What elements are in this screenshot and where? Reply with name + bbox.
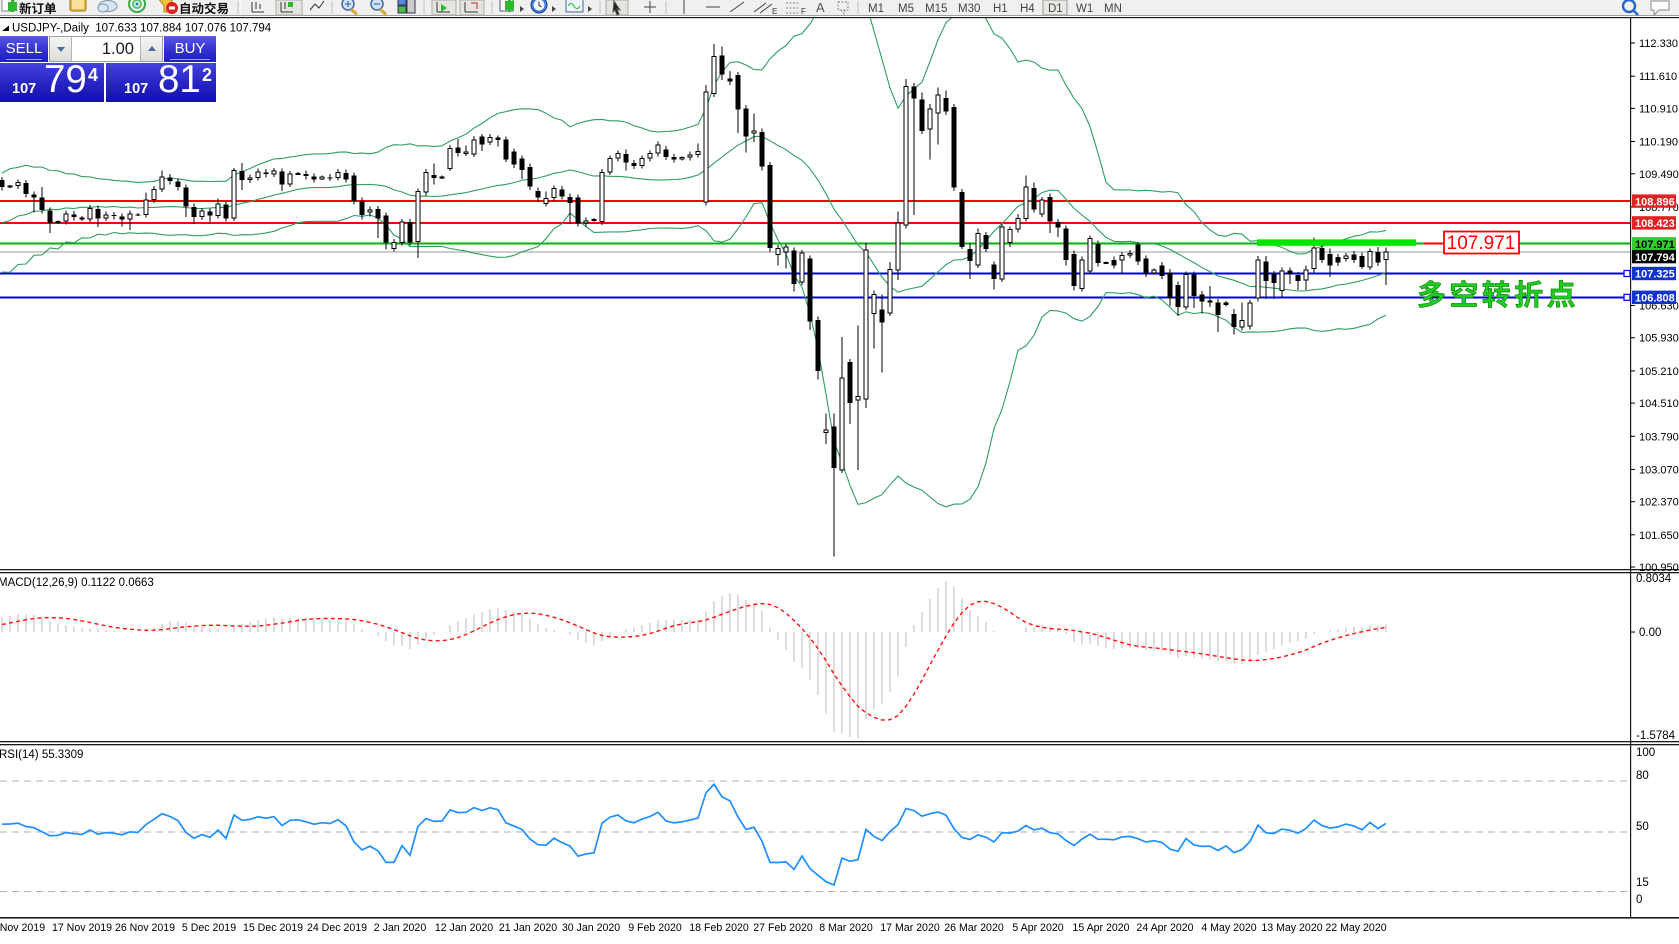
svg-text:24 Dec 2019: 24 Dec 2019 [307, 922, 367, 934]
svg-text:22 May 2020: 22 May 2020 [1325, 922, 1386, 934]
svg-text:RSI(14) 55.3309: RSI(14) 55.3309 [0, 749, 83, 761]
svg-text:27 Feb 2020: 27 Feb 2020 [753, 922, 813, 934]
svg-text:50: 50 [1636, 821, 1649, 833]
svg-text:21 Jan 2020: 21 Jan 2020 [499, 922, 557, 934]
svg-text:5 Dec 2019: 5 Dec 2019 [182, 922, 236, 934]
svg-text:17 Nov 2019: 17 Nov 2019 [52, 922, 112, 934]
svg-text:107.971: 107.971 [1447, 233, 1516, 254]
svg-text:F: F [801, 7, 806, 16]
svg-text:108.896: 108.896 [1635, 196, 1675, 208]
svg-text:112.330: 112.330 [1639, 38, 1678, 50]
svg-text:MN: MN [1104, 3, 1122, 15]
svg-text:M15: M15 [925, 3, 947, 15]
svg-text:MACD(12,26,9) 0.1122 0.0663: MACD(12,26,9) 0.1122 0.0663 [0, 577, 154, 589]
svg-text:13 May 2020: 13 May 2020 [1261, 922, 1322, 934]
svg-text:109.490: 109.490 [1639, 169, 1679, 181]
svg-text:103.790: 103.790 [1639, 431, 1679, 443]
svg-text:108.423: 108.423 [1635, 218, 1675, 230]
svg-text:5 Apr 2020: 5 Apr 2020 [1012, 922, 1063, 934]
svg-text:26 Nov 2019: 26 Nov 2019 [115, 922, 175, 934]
svg-text:107.971: 107.971 [1635, 239, 1675, 251]
svg-text:102.370: 102.370 [1639, 497, 1679, 509]
svg-text:-1.5784: -1.5784 [1636, 730, 1676, 742]
svg-text:W1: W1 [1076, 3, 1093, 15]
svg-text:80: 80 [1636, 770, 1649, 782]
svg-text:15: 15 [1636, 877, 1649, 889]
svg-text:15 Dec 2019: 15 Dec 2019 [243, 922, 303, 934]
svg-text:110.190: 110.190 [1639, 137, 1678, 149]
svg-text:0.8034: 0.8034 [1636, 573, 1672, 585]
svg-text:M30: M30 [958, 3, 980, 15]
svg-text:12 Jan 2020: 12 Jan 2020 [435, 922, 493, 934]
svg-text:15 Apr 2020: 15 Apr 2020 [1072, 922, 1129, 934]
svg-text:4 May 2020: 4 May 2020 [1201, 922, 1256, 934]
svg-text:101.650: 101.650 [1639, 530, 1679, 542]
svg-text:110.910: 110.910 [1639, 103, 1678, 115]
svg-text:107.794: 107.794 [1635, 252, 1676, 264]
svg-text:0.00: 0.00 [1639, 627, 1661, 639]
svg-text:24 Apr 2020: 24 Apr 2020 [1136, 922, 1193, 934]
svg-text:26 Mar 2020: 26 Mar 2020 [944, 922, 1004, 934]
svg-text:A: A [816, 0, 825, 15]
svg-text:D1: D1 [1048, 3, 1063, 15]
svg-text:H1: H1 [993, 3, 1008, 15]
svg-text:2 Jan 2020: 2 Jan 2020 [374, 922, 427, 934]
svg-text:104.510: 104.510 [1639, 398, 1679, 410]
svg-text:17 Mar 2020: 17 Mar 2020 [880, 922, 940, 934]
svg-text:111.610: 111.610 [1639, 71, 1677, 83]
svg-text:8 Nov 2019: 8 Nov 2019 [0, 922, 45, 934]
svg-text:107.325: 107.325 [1635, 269, 1675, 281]
svg-text:100.950: 100.950 [1639, 562, 1679, 574]
svg-text:E: E [772, 7, 777, 16]
svg-text:103.070: 103.070 [1639, 464, 1679, 476]
svg-text:0: 0 [1636, 894, 1642, 906]
svg-text:106.808: 106.808 [1635, 293, 1675, 305]
svg-text:9 Feb 2020: 9 Feb 2020 [628, 922, 682, 934]
svg-text:18 Feb 2020: 18 Feb 2020 [689, 922, 749, 934]
svg-text:USDJPY-,Daily 107.633 107.884: USDJPY-,Daily 107.633 107.884 107.076 10… [12, 23, 272, 35]
svg-text:M1: M1 [868, 3, 884, 15]
svg-text:H4: H4 [1020, 3, 1035, 15]
svg-text:100: 100 [1636, 747, 1655, 759]
svg-text:105.210: 105.210 [1639, 366, 1679, 378]
svg-text:8 Mar 2020: 8 Mar 2020 [819, 922, 873, 934]
svg-text:30 Jan 2020: 30 Jan 2020 [562, 922, 620, 934]
svg-text:105.930: 105.930 [1639, 333, 1679, 345]
svg-text:M5: M5 [898, 3, 914, 15]
